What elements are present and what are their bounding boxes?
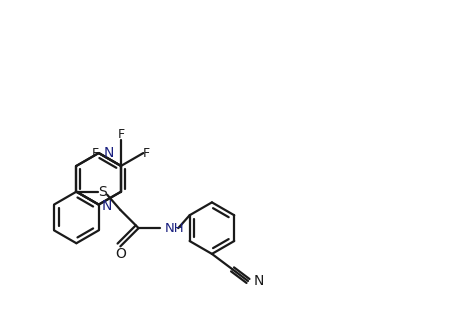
- Text: N: N: [104, 146, 114, 160]
- Text: F: F: [143, 147, 150, 160]
- Text: NH: NH: [164, 222, 184, 235]
- Text: S: S: [98, 185, 106, 199]
- Text: O: O: [115, 247, 126, 261]
- Text: F: F: [118, 128, 124, 141]
- Text: N: N: [101, 198, 112, 213]
- Text: F: F: [92, 147, 99, 160]
- Text: N: N: [254, 274, 264, 288]
